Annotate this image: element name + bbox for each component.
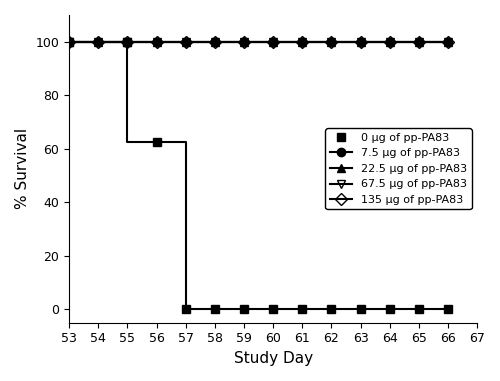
67.5 μg of pp-PA83 — [270, 40, 276, 44]
7.5 μg of pp-PA83 — [386, 40, 392, 44]
7.5 μg of pp-PA83 — [445, 40, 451, 44]
0 μg of pp-PA83 — [416, 307, 422, 312]
22.5 μg of pp-PA83 — [154, 40, 160, 44]
135 μg of pp-PA83 — [66, 40, 72, 44]
0 μg of pp-PA83 — [386, 307, 392, 312]
X-axis label: Study Day: Study Day — [234, 351, 312, 366]
0 μg of pp-PA83 — [270, 307, 276, 312]
67.5 μg of pp-PA83 — [328, 40, 334, 44]
135 μg of pp-PA83 — [328, 40, 334, 44]
135 μg of pp-PA83 — [154, 40, 160, 44]
Line: 22.5 μg of pp-PA83: 22.5 μg of pp-PA83 — [65, 38, 452, 46]
Y-axis label: % Survival: % Survival — [15, 128, 30, 210]
0 μg of pp-PA83 — [66, 40, 72, 44]
7.5 μg of pp-PA83 — [299, 40, 305, 44]
22.5 μg of pp-PA83 — [124, 40, 130, 44]
135 μg of pp-PA83 — [416, 40, 422, 44]
67.5 μg of pp-PA83 — [124, 40, 130, 44]
67.5 μg of pp-PA83 — [445, 40, 451, 44]
135 μg of pp-PA83 — [445, 40, 451, 44]
7.5 μg of pp-PA83 — [212, 40, 218, 44]
135 μg of pp-PA83 — [299, 40, 305, 44]
0 μg of pp-PA83 — [358, 307, 364, 312]
0 μg of pp-PA83 — [154, 140, 160, 144]
7.5 μg of pp-PA83 — [416, 40, 422, 44]
67.5 μg of pp-PA83 — [416, 40, 422, 44]
22.5 μg of pp-PA83 — [386, 40, 392, 44]
135 μg of pp-PA83 — [182, 40, 188, 44]
135 μg of pp-PA83 — [270, 40, 276, 44]
7.5 μg of pp-PA83 — [154, 40, 160, 44]
67.5 μg of pp-PA83 — [212, 40, 218, 44]
135 μg of pp-PA83 — [358, 40, 364, 44]
22.5 μg of pp-PA83 — [416, 40, 422, 44]
0 μg of pp-PA83 — [241, 307, 247, 312]
67.5 μg of pp-PA83 — [299, 40, 305, 44]
0 μg of pp-PA83 — [299, 307, 305, 312]
135 μg of pp-PA83 — [96, 40, 102, 44]
67.5 μg of pp-PA83 — [154, 40, 160, 44]
7.5 μg of pp-PA83 — [358, 40, 364, 44]
22.5 μg of pp-PA83 — [299, 40, 305, 44]
7.5 μg of pp-PA83 — [96, 40, 102, 44]
7.5 μg of pp-PA83 — [241, 40, 247, 44]
0 μg of pp-PA83 — [212, 307, 218, 312]
0 μg of pp-PA83 — [445, 307, 451, 312]
7.5 μg of pp-PA83 — [182, 40, 188, 44]
7.5 μg of pp-PA83 — [328, 40, 334, 44]
67.5 μg of pp-PA83 — [96, 40, 102, 44]
7.5 μg of pp-PA83 — [270, 40, 276, 44]
22.5 μg of pp-PA83 — [241, 40, 247, 44]
Line: 0 μg of pp-PA83: 0 μg of pp-PA83 — [65, 38, 452, 314]
22.5 μg of pp-PA83 — [270, 40, 276, 44]
22.5 μg of pp-PA83 — [212, 40, 218, 44]
67.5 μg of pp-PA83 — [66, 40, 72, 44]
67.5 μg of pp-PA83 — [182, 40, 188, 44]
22.5 μg of pp-PA83 — [358, 40, 364, 44]
Line: 135 μg of pp-PA83: 135 μg of pp-PA83 — [65, 38, 452, 46]
Line: 67.5 μg of pp-PA83: 67.5 μg of pp-PA83 — [65, 38, 452, 46]
Legend: 0 μg of pp-PA83, 7.5 μg of pp-PA83, 22.5 μg of pp-PA83, 67.5 μg of pp-PA83, 135 : 0 μg of pp-PA83, 7.5 μg of pp-PA83, 22.5… — [326, 128, 472, 210]
135 μg of pp-PA83 — [212, 40, 218, 44]
Line: 7.5 μg of pp-PA83: 7.5 μg of pp-PA83 — [65, 38, 452, 46]
135 μg of pp-PA83 — [386, 40, 392, 44]
22.5 μg of pp-PA83 — [96, 40, 102, 44]
135 μg of pp-PA83 — [241, 40, 247, 44]
67.5 μg of pp-PA83 — [241, 40, 247, 44]
22.5 μg of pp-PA83 — [66, 40, 72, 44]
135 μg of pp-PA83 — [124, 40, 130, 44]
67.5 μg of pp-PA83 — [358, 40, 364, 44]
22.5 μg of pp-PA83 — [182, 40, 188, 44]
0 μg of pp-PA83 — [182, 307, 188, 312]
0 μg of pp-PA83 — [124, 40, 130, 44]
0 μg of pp-PA83 — [328, 307, 334, 312]
7.5 μg of pp-PA83 — [66, 40, 72, 44]
22.5 μg of pp-PA83 — [445, 40, 451, 44]
22.5 μg of pp-PA83 — [328, 40, 334, 44]
7.5 μg of pp-PA83 — [124, 40, 130, 44]
67.5 μg of pp-PA83 — [386, 40, 392, 44]
